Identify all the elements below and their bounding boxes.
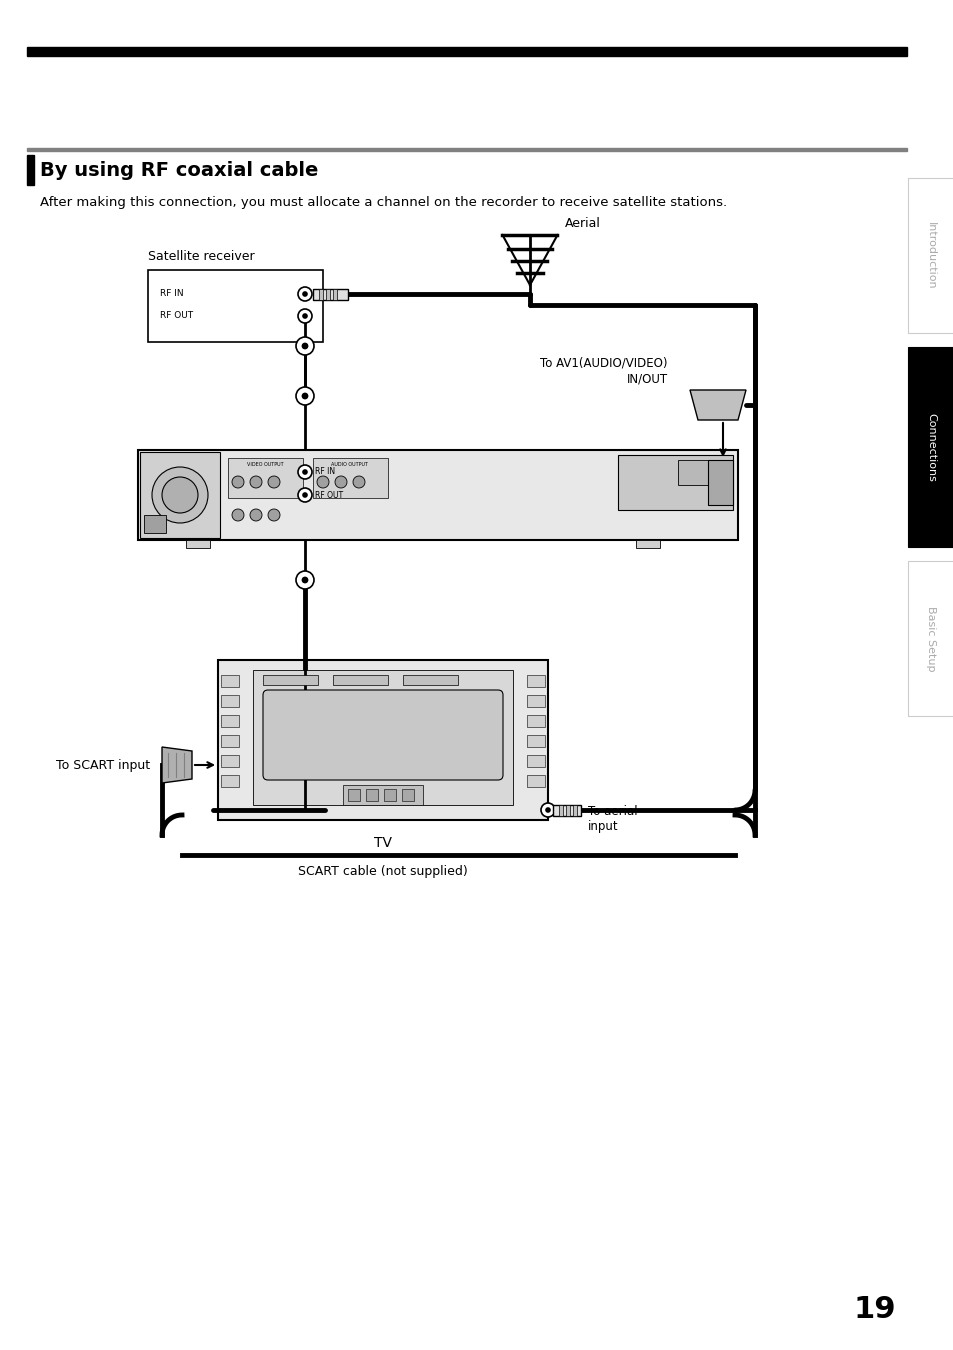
- Text: VIDEO OUTPUT: VIDEO OUTPUT: [247, 462, 283, 467]
- Text: To aerial
input: To aerial input: [587, 805, 637, 833]
- Text: 19: 19: [853, 1296, 896, 1324]
- Circle shape: [545, 807, 550, 813]
- Circle shape: [316, 477, 329, 487]
- Bar: [138, 450, 738, 540]
- Circle shape: [268, 477, 280, 487]
- Bar: [228, 458, 303, 498]
- Bar: [401, 788, 414, 801]
- Bar: [573, 805, 577, 815]
- Circle shape: [232, 509, 244, 521]
- Text: To AV1(AUDIO/VIDEO)
IN/OUT: To AV1(AUDIO/VIDEO) IN/OUT: [540, 356, 667, 385]
- Bar: [326, 289, 330, 300]
- Bar: [618, 455, 732, 510]
- Bar: [253, 670, 513, 805]
- Bar: [186, 540, 210, 548]
- Text: SCART cable (not supplied): SCART cable (not supplied): [297, 865, 467, 878]
- Circle shape: [295, 387, 314, 405]
- Circle shape: [232, 477, 244, 487]
- Circle shape: [302, 343, 308, 348]
- Text: AUDIO OUTPUT: AUDIO OUTPUT: [331, 462, 368, 467]
- Circle shape: [297, 487, 312, 502]
- Bar: [221, 734, 239, 747]
- Circle shape: [540, 803, 555, 817]
- Circle shape: [152, 467, 208, 522]
- Circle shape: [297, 309, 312, 323]
- Bar: [343, 784, 422, 805]
- Bar: [27, 155, 34, 185]
- Bar: [148, 270, 323, 342]
- Bar: [218, 660, 547, 819]
- Circle shape: [268, 509, 280, 521]
- Bar: [221, 755, 239, 767]
- Bar: [348, 788, 359, 801]
- Bar: [526, 695, 544, 707]
- Text: By using RF coaxial cable: By using RF coaxial cable: [40, 162, 318, 181]
- Bar: [402, 675, 457, 684]
- Bar: [526, 734, 544, 747]
- Bar: [553, 805, 580, 815]
- Bar: [678, 460, 722, 485]
- Circle shape: [302, 393, 308, 398]
- Polygon shape: [162, 747, 192, 783]
- Bar: [558, 805, 562, 815]
- Circle shape: [295, 571, 314, 589]
- Circle shape: [303, 493, 307, 497]
- Bar: [526, 716, 544, 728]
- Circle shape: [353, 477, 365, 487]
- Text: Connections: Connections: [925, 413, 935, 482]
- Circle shape: [303, 470, 307, 474]
- Bar: [526, 675, 544, 687]
- Bar: [384, 788, 395, 801]
- Bar: [313, 289, 348, 300]
- Circle shape: [297, 464, 312, 479]
- Bar: [144, 514, 166, 533]
- Text: Introduction: Introduction: [925, 221, 935, 289]
- Bar: [221, 716, 239, 728]
- Bar: [263, 675, 317, 684]
- Bar: [526, 775, 544, 787]
- Bar: [221, 695, 239, 707]
- Bar: [636, 540, 659, 548]
- Bar: [27, 148, 906, 150]
- Bar: [907, 562, 953, 716]
- Bar: [526, 755, 544, 767]
- Bar: [565, 805, 569, 815]
- Circle shape: [162, 477, 198, 513]
- Circle shape: [303, 315, 307, 319]
- Bar: [221, 775, 239, 787]
- Text: TV: TV: [374, 836, 392, 850]
- Text: RF OUT: RF OUT: [314, 490, 343, 500]
- Text: Basic Setup: Basic Setup: [925, 606, 935, 671]
- Text: RF OUT: RF OUT: [160, 312, 193, 320]
- Text: After making this connection, you must allocate a channel on the recorder to rec: After making this connection, you must a…: [40, 196, 726, 209]
- Bar: [907, 347, 953, 547]
- Circle shape: [250, 477, 262, 487]
- Circle shape: [295, 338, 314, 355]
- Bar: [707, 460, 732, 505]
- Circle shape: [335, 477, 347, 487]
- Text: Aerial: Aerial: [564, 217, 600, 230]
- Circle shape: [297, 288, 312, 301]
- Bar: [140, 452, 220, 539]
- Bar: [333, 675, 388, 684]
- Text: RF IN: RF IN: [314, 467, 335, 477]
- Circle shape: [303, 292, 307, 296]
- Circle shape: [302, 578, 308, 583]
- Bar: [333, 289, 336, 300]
- Circle shape: [250, 509, 262, 521]
- Bar: [313, 458, 388, 498]
- Bar: [907, 178, 953, 333]
- Bar: [27, 47, 906, 55]
- Polygon shape: [689, 390, 745, 420]
- Text: Satellite receiver: Satellite receiver: [148, 250, 254, 263]
- Text: RF IN: RF IN: [160, 289, 183, 298]
- Bar: [366, 788, 377, 801]
- Text: To SCART input: To SCART input: [56, 759, 150, 771]
- Bar: [318, 289, 323, 300]
- Bar: [221, 675, 239, 687]
- FancyBboxPatch shape: [263, 690, 502, 780]
